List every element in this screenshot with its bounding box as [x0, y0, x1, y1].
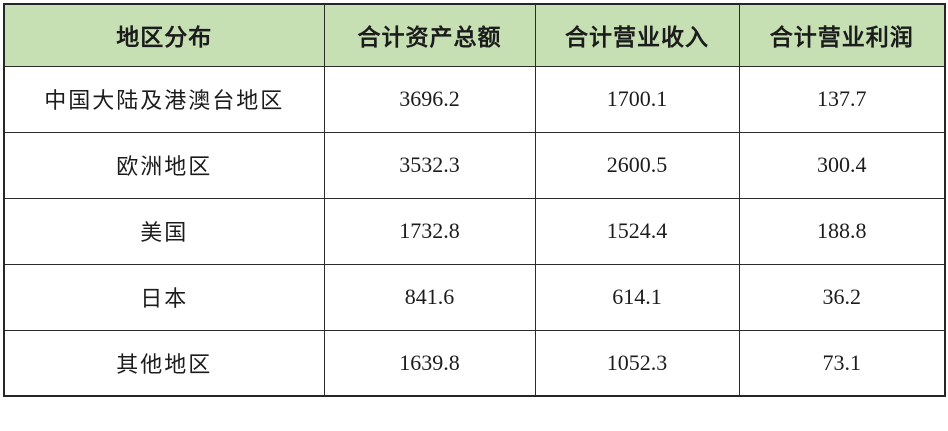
region-cell: 日本	[3, 263, 325, 331]
header-row: 地区分布 合计资产总额 合计营业收入 合计营业利润	[3, 3, 946, 67]
table-header: 地区分布 合计资产总额 合计营业收入 合计营业利润	[3, 3, 946, 67]
header-total-profit: 合计营业利润	[738, 3, 946, 67]
total-profit-cell: 188.8	[738, 197, 946, 265]
table-body: 中国大陆及港澳台地区 3696.2 1700.1 137.7 欧洲地区 3532…	[3, 65, 946, 397]
header-total-assets: 合计资产总额	[323, 3, 536, 67]
region-cell: 其他地区	[3, 329, 325, 397]
table-row: 中国大陆及港澳台地区 3696.2 1700.1 137.7	[3, 65, 946, 133]
total-profit-cell: 73.1	[738, 329, 946, 397]
total-assets-cell: 841.6	[323, 263, 536, 331]
region-cell: 中国大陆及港澳台地区	[3, 65, 325, 133]
header-region-distribution: 地区分布	[3, 3, 325, 67]
total-assets-cell: 1732.8	[323, 197, 536, 265]
total-assets-cell: 3696.2	[323, 65, 536, 133]
total-assets-cell: 3532.3	[323, 131, 536, 199]
region-distribution-table-container: 地区分布 合计资产总额 合计营业收入 合计营业利润 中国大陆及港澳台地区 369…	[3, 3, 946, 397]
table-row: 欧洲地区 3532.3 2600.5 300.4	[3, 131, 946, 199]
region-cell: 欧洲地区	[3, 131, 325, 199]
total-assets-cell: 1639.8	[323, 329, 536, 397]
header-total-revenue: 合计营业收入	[534, 3, 740, 67]
table-row: 其他地区 1639.8 1052.3 73.1	[3, 329, 946, 397]
region-distribution-table: 地区分布 合计资产总额 合计营业收入 合计营业利润 中国大陆及港澳台地区 369…	[3, 3, 946, 397]
total-revenue-cell: 614.1	[534, 263, 740, 331]
table-row: 日本 841.6 614.1 36.2	[3, 263, 946, 331]
total-profit-cell: 137.7	[738, 65, 946, 133]
total-profit-cell: 300.4	[738, 131, 946, 199]
total-revenue-cell: 1700.1	[534, 65, 740, 133]
table-row: 美国 1732.8 1524.4 188.8	[3, 197, 946, 265]
total-profit-cell: 36.2	[738, 263, 946, 331]
total-revenue-cell: 1052.3	[534, 329, 740, 397]
total-revenue-cell: 1524.4	[534, 197, 740, 265]
total-revenue-cell: 2600.5	[534, 131, 740, 199]
region-cell: 美国	[3, 197, 325, 265]
